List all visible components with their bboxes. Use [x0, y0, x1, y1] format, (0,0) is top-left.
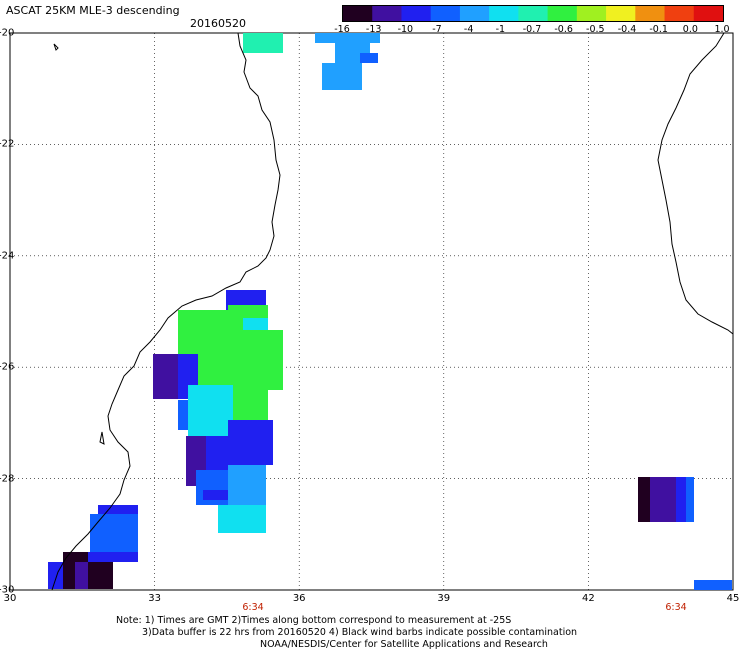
lon-tick-label: 30: [3, 593, 17, 604]
colorbar-segment: [372, 6, 402, 21]
colorbar-tick-label: -16: [334, 24, 350, 35]
colorbar-tick-label: -10: [397, 24, 414, 35]
footer-note-1: Note: 1) Times are GMT 2)Times along bot…: [116, 615, 512, 626]
colorbar-tick-label: -0.1: [649, 24, 668, 35]
colorbar-tick-label: -0.4: [617, 24, 637, 35]
wind-cell: [88, 562, 113, 589]
wind-cell: [206, 436, 228, 476]
colorbar-labels: -16 -13 -10 -7 -4 -1 -0.7 -0.6 -0.5 -0.4 -0.1 0.0 1.…: [334, 24, 730, 36]
colorbar-tick-label: -0.6: [554, 24, 573, 35]
map-date: 20160520: [190, 17, 246, 30]
colorbar-tick-label: -13: [365, 24, 382, 35]
colorbar-segment: [459, 6, 490, 21]
lon-tick-label: 39: [437, 593, 451, 604]
colorbar-segment: [401, 6, 432, 21]
lon-tick-label: 45: [726, 593, 740, 604]
wind-cell: [233, 385, 268, 420]
time-label-right: 6:34: [665, 602, 687, 613]
wind-cell: [88, 552, 138, 562]
wind-cell: [218, 505, 266, 533]
coastline-madagascar: [657, 32, 734, 335]
wind-cell: [686, 477, 694, 522]
wind-cell: [360, 53, 378, 63]
wind-cell: [48, 562, 63, 589]
colorbar-segment: [576, 6, 607, 21]
wind-cell: [153, 354, 178, 399]
colorbar-tick-label: -4: [463, 24, 474, 35]
wind-cell: [228, 420, 273, 465]
wind-cell: [243, 318, 268, 330]
time-label-left: 6:34: [242, 602, 264, 613]
colorbar-tick-label: 1.0: [714, 24, 730, 35]
wind-cell: [322, 63, 362, 90]
lat-tick-label: -24: [0, 250, 15, 262]
wind-cell: [694, 580, 732, 590]
lat-tick-label: -28: [0, 473, 15, 485]
lat-tick-label: -30: [0, 584, 15, 596]
lon-tick-label: 42: [582, 593, 595, 604]
wind-cell: [90, 514, 138, 554]
colorbar-segment: [343, 6, 373, 21]
lat-tick-label: -22: [0, 138, 15, 150]
wind-cell: [98, 505, 138, 515]
grid-lines: [10, 33, 733, 590]
colorbar: [342, 5, 724, 22]
island-1: [53, 43, 59, 51]
wind-cell: [188, 385, 233, 420]
lat-tick-label: -20: [0, 27, 15, 39]
colorbar-segment: [518, 6, 549, 21]
island-2: [99, 431, 105, 445]
colorbar-segment: [664, 6, 695, 21]
lat-tick-label: -26: [0, 361, 15, 373]
wind-cell: [315, 33, 380, 43]
colorbar-segment: [489, 6, 519, 21]
lon-tick-label: 33: [148, 593, 161, 604]
wind-cell: [188, 420, 228, 440]
colorbar-segment: [547, 6, 578, 21]
coastline: [51, 32, 734, 591]
footer-note-2: 3)Data buffer is 22 hrs from 20160520 4)…: [142, 627, 578, 638]
colorbar-tick-label: 0.0: [682, 24, 698, 35]
coastline-africa: [51, 32, 281, 591]
wind-cell: [228, 465, 266, 505]
wind-cell: [198, 330, 283, 390]
wind-data-cells: [48, 33, 732, 590]
colorbar-tick-label: -0.5: [586, 24, 605, 35]
colorbar-tick-label: -7: [432, 24, 442, 35]
colorbar-segment: [693, 6, 723, 21]
colorbar-segment: [606, 6, 636, 21]
colorbar-segment: [430, 6, 461, 21]
wind-cell: [203, 490, 233, 500]
wind-cell: [178, 400, 188, 430]
lon-tick-label: 36: [292, 593, 306, 604]
wind-cell: [243, 33, 283, 53]
colorbar-segment: [635, 6, 666, 21]
colorbar-tick-label: -1: [495, 24, 506, 35]
map-title: ASCAT 25KM MLE-3 descending: [6, 4, 180, 17]
colorbar-tick-label: -0.7: [522, 24, 542, 35]
footer-note-3: NOAA/NESDIS/Center for Satellite Applica…: [260, 639, 548, 650]
wind-cell: [638, 477, 653, 522]
wind-cell: [676, 477, 686, 522]
